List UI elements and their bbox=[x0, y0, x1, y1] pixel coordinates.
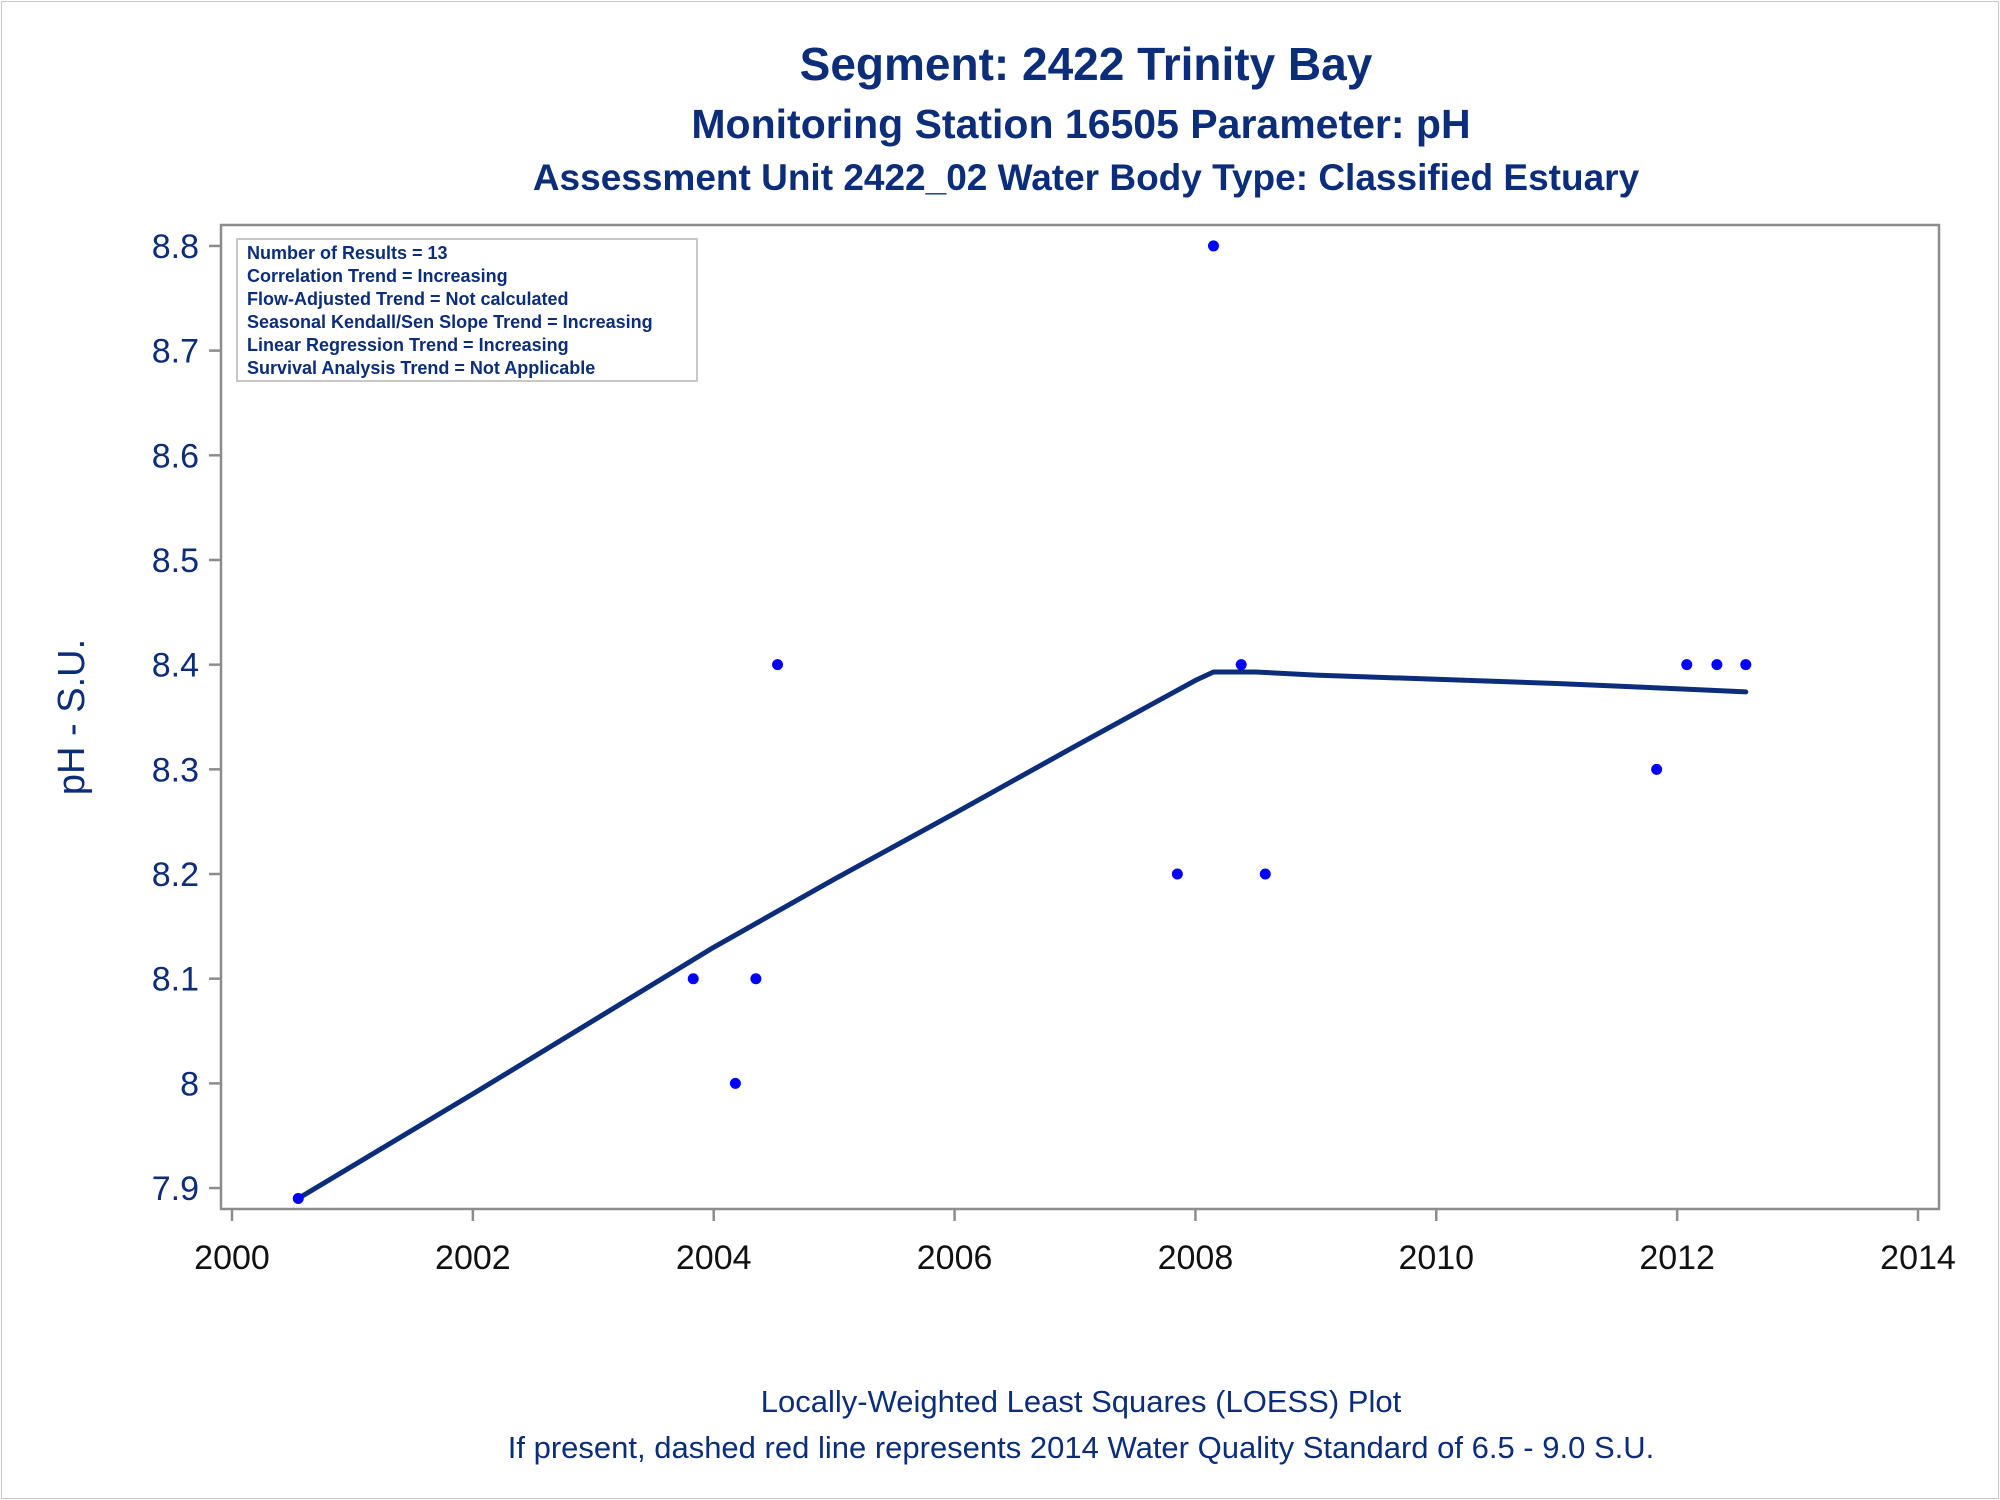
y-tick-label: 8.4 bbox=[152, 647, 199, 685]
x-tick-label: 2000 bbox=[194, 1239, 270, 1277]
x-tick-label: 2002 bbox=[435, 1239, 511, 1277]
y-tick-label: 8 bbox=[180, 1065, 199, 1103]
data-point bbox=[1651, 763, 1663, 775]
stats-line-survival: Survival Analysis Trend = Not Applicable bbox=[247, 358, 595, 378]
x-axis: 2000 2002 2004 2006 2008 2010 2012 2014 bbox=[194, 1209, 1956, 1277]
chart-title: Segment: 2422 Trinity Bay bbox=[800, 38, 1373, 90]
x-tick-label: 2006 bbox=[917, 1239, 993, 1277]
x-tick-label: 2014 bbox=[1880, 1239, 1956, 1277]
data-point bbox=[729, 1077, 741, 1089]
loess-line bbox=[295, 669, 1749, 1201]
data-point bbox=[772, 659, 784, 671]
series-layer bbox=[292, 240, 1752, 1205]
data-point bbox=[1207, 240, 1219, 252]
stats-line-seasonal-kendall: Seasonal Kendall/Sen Slope Trend = Incre… bbox=[247, 312, 653, 332]
y-tick-label: 7.9 bbox=[152, 1170, 199, 1208]
stats-box: Number of Results = 13 Correlation Trend… bbox=[236, 238, 698, 382]
data-point bbox=[1711, 659, 1723, 671]
footnote-loess: Locally-Weighted Least Squares (LOESS) P… bbox=[761, 1384, 1402, 1419]
data-point bbox=[750, 973, 762, 985]
footnote-standard: If present, dashed red line represents 2… bbox=[508, 1430, 1655, 1465]
data-point bbox=[1235, 659, 1247, 671]
data-point bbox=[292, 1193, 304, 1205]
data-point bbox=[1259, 868, 1271, 880]
y-tick-label: 8.3 bbox=[152, 751, 199, 789]
y-axis: 7.9 8 8.1 8.2 8.3 8.4 8.5 8.6 8.7 8.8 bbox=[152, 228, 221, 1208]
stats-line-flow-adjusted: Flow-Adjusted Trend = Not calculated bbox=[247, 289, 569, 309]
y-axis-label: pH - S.U. bbox=[51, 639, 93, 795]
y-tick-label: 8.6 bbox=[152, 437, 199, 475]
y-tick-label: 8.2 bbox=[152, 856, 199, 894]
stats-line-linear-regression: Linear Regression Trend = Increasing bbox=[247, 335, 569, 355]
chart-subtitle-2: Assessment Unit 2422_02 Water Body Type:… bbox=[533, 157, 1640, 198]
stats-line-results: Number of Results = 13 bbox=[247, 243, 448, 263]
y-tick-label: 8.7 bbox=[152, 333, 199, 371]
data-point bbox=[687, 973, 699, 985]
chart-subtitle: Monitoring Station 16505 Parameter: pH bbox=[691, 101, 1470, 147]
stats-box-border bbox=[236, 238, 698, 382]
data-point bbox=[1681, 659, 1693, 671]
y-tick-label: 8.5 bbox=[152, 542, 199, 580]
y-tick-label: 8.8 bbox=[152, 228, 199, 266]
x-tick-label: 2004 bbox=[676, 1239, 752, 1277]
data-point bbox=[1740, 659, 1752, 671]
x-tick-label: 2008 bbox=[1158, 1239, 1234, 1277]
stats-line-correlation: Correlation Trend = Increasing bbox=[247, 266, 508, 286]
y-tick-label: 8.1 bbox=[152, 961, 199, 999]
x-tick-label: 2010 bbox=[1398, 1239, 1474, 1277]
plot-area bbox=[219, 223, 1941, 1211]
x-tick-label: 2012 bbox=[1639, 1239, 1715, 1277]
data-point bbox=[1171, 868, 1183, 880]
